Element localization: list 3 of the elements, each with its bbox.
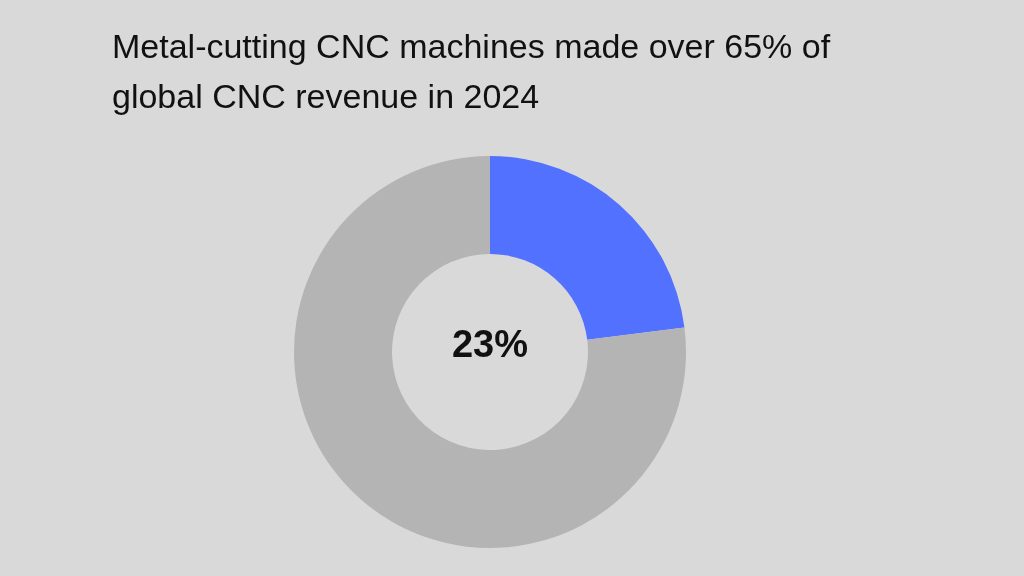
text: 23% (451, 323, 529, 365)
donut-slice (294, 156, 686, 548)
chart-title: Metal-cutting CNC machines made over 65% of global CNC revenue in 2024 (112, 27, 831, 115)
